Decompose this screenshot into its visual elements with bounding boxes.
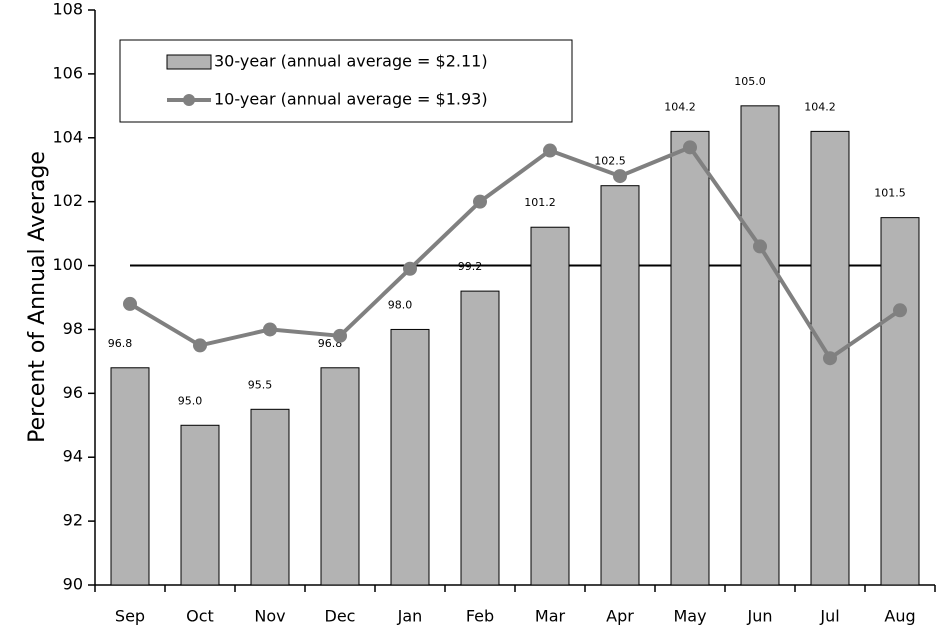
x-tick-label: Jul [819, 607, 839, 626]
marker [823, 351, 837, 366]
y-tick-label: 102 [52, 191, 83, 210]
y-tick-label: 106 [52, 63, 83, 82]
value-label: 101.5 [874, 187, 906, 200]
x-tick-label: Apr [606, 607, 634, 626]
y-tick-label: 108 [52, 0, 83, 19]
value-label: 102.5 [594, 155, 626, 168]
marker [473, 194, 487, 209]
bar [180, 424, 220, 586]
value-label: 105.0 [734, 75, 766, 88]
marker [123, 296, 137, 311]
y-axis-label: Percent of Annual Average [25, 151, 50, 443]
bar [880, 217, 920, 586]
x-tick-label: Oct [186, 607, 214, 626]
x-tick-label: Jun [747, 607, 773, 626]
y-tick-label: 98 [63, 319, 83, 338]
y-tick-label: 96 [63, 383, 83, 402]
marker [403, 261, 417, 276]
x-tick-label: Nov [254, 607, 285, 626]
marker [193, 338, 207, 353]
value-label: 104.2 [664, 100, 696, 113]
value-label: 95.0 [178, 394, 203, 407]
bar [110, 367, 150, 586]
marker [613, 169, 627, 184]
value-label: 95.5 [248, 378, 273, 391]
x-tick-label: Feb [466, 607, 494, 626]
legend-swatch [166, 54, 212, 70]
value-label: 96.8 [108, 337, 133, 350]
y-tick-label: 100 [52, 255, 83, 274]
value-label: 104.2 [804, 100, 836, 113]
marker [893, 303, 907, 318]
marker [683, 140, 697, 155]
legend-box [119, 39, 573, 123]
x-tick-label: Dec [325, 607, 356, 626]
legend-swatch-marker [183, 94, 195, 106]
marker [753, 239, 767, 254]
bar [740, 105, 780, 586]
marker [333, 328, 347, 343]
bar [530, 226, 570, 586]
y-tick-label: 104 [52, 127, 83, 146]
value-label: 98.0 [388, 298, 413, 311]
bar [460, 290, 500, 586]
legend-label: 10-year (annual average = $1.93) [214, 90, 488, 109]
marker [263, 322, 277, 337]
y-tick-label: 94 [63, 447, 83, 466]
bar [670, 130, 710, 586]
marker [543, 143, 557, 158]
legend-label: 30-year (annual average = $2.11) [214, 52, 488, 71]
y-tick-label: 92 [63, 511, 83, 530]
value-label: 101.2 [524, 196, 556, 209]
value-label: 99.2 [458, 260, 483, 273]
x-tick-label: Sep [115, 607, 145, 626]
bar [320, 367, 360, 586]
bar [250, 408, 290, 586]
bar [390, 328, 430, 586]
x-tick-label: May [673, 607, 706, 626]
x-tick-label: Jan [397, 607, 423, 626]
x-tick-label: Mar [535, 607, 566, 626]
bar [600, 185, 640, 586]
line [128, 144, 902, 362]
x-tick-label: Aug [884, 607, 915, 626]
y-tick-label: 90 [63, 575, 83, 594]
